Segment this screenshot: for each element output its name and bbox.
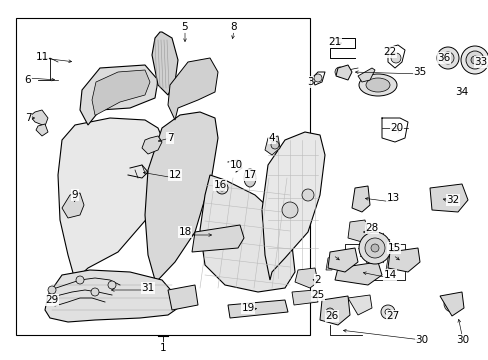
Polygon shape — [334, 262, 381, 285]
Text: 21: 21 — [328, 37, 341, 47]
Polygon shape — [45, 270, 178, 322]
Text: 30: 30 — [455, 335, 468, 345]
Circle shape — [108, 281, 116, 289]
Text: 33: 33 — [473, 57, 487, 67]
Circle shape — [326, 300, 342, 316]
Polygon shape — [192, 225, 244, 252]
Circle shape — [470, 56, 478, 64]
Circle shape — [358, 232, 390, 264]
Text: 10: 10 — [229, 160, 242, 170]
Circle shape — [441, 52, 453, 64]
Text: 28: 28 — [365, 223, 378, 233]
Polygon shape — [168, 285, 198, 310]
Circle shape — [216, 182, 227, 194]
Polygon shape — [152, 32, 178, 95]
Polygon shape — [145, 112, 218, 280]
Text: 26: 26 — [325, 311, 338, 321]
Polygon shape — [92, 70, 150, 115]
Text: 29: 29 — [45, 295, 59, 305]
Circle shape — [270, 141, 279, 149]
Circle shape — [325, 308, 333, 316]
Circle shape — [370, 244, 378, 252]
Polygon shape — [62, 193, 84, 218]
Text: 12: 12 — [168, 170, 181, 180]
Polygon shape — [80, 65, 158, 125]
Polygon shape — [385, 256, 393, 270]
Text: 19: 19 — [241, 303, 254, 313]
Ellipse shape — [365, 78, 389, 92]
Text: 5: 5 — [182, 22, 188, 32]
Polygon shape — [439, 292, 463, 316]
Circle shape — [397, 253, 411, 267]
Polygon shape — [351, 186, 369, 212]
Polygon shape — [429, 184, 467, 212]
Circle shape — [48, 286, 56, 294]
Text: 27: 27 — [386, 311, 399, 321]
Polygon shape — [327, 248, 357, 272]
Polygon shape — [168, 58, 218, 120]
Text: 9: 9 — [72, 190, 78, 200]
Polygon shape — [319, 296, 349, 325]
Polygon shape — [325, 256, 333, 270]
Polygon shape — [357, 68, 374, 82]
Circle shape — [436, 47, 458, 69]
Polygon shape — [142, 136, 162, 154]
Text: 17: 17 — [243, 170, 256, 180]
Polygon shape — [347, 295, 371, 315]
Text: 25: 25 — [311, 290, 324, 300]
Text: 13: 13 — [386, 193, 399, 203]
Text: 18: 18 — [178, 227, 191, 237]
Circle shape — [302, 189, 313, 201]
Polygon shape — [294, 268, 317, 288]
Text: 36: 36 — [436, 53, 450, 63]
Text: 2: 2 — [314, 275, 321, 285]
Polygon shape — [200, 175, 294, 292]
Circle shape — [337, 253, 351, 267]
Text: 34: 34 — [454, 87, 468, 97]
Text: 1: 1 — [160, 343, 166, 353]
Circle shape — [282, 202, 297, 218]
Text: 16: 16 — [213, 180, 226, 190]
Circle shape — [364, 238, 384, 258]
Circle shape — [465, 51, 483, 69]
Text: 22: 22 — [383, 47, 396, 57]
Text: 6: 6 — [24, 75, 31, 85]
Polygon shape — [36, 124, 48, 136]
Circle shape — [321, 304, 337, 320]
Polygon shape — [264, 136, 280, 155]
Circle shape — [390, 53, 400, 63]
Polygon shape — [30, 110, 48, 126]
Circle shape — [443, 296, 459, 312]
Circle shape — [334, 67, 345, 77]
Circle shape — [76, 276, 84, 284]
Polygon shape — [387, 248, 419, 272]
Bar — [16, 18, 309, 335]
Text: 14: 14 — [383, 270, 396, 280]
Text: 35: 35 — [412, 67, 426, 77]
Text: 20: 20 — [389, 123, 403, 133]
Polygon shape — [335, 65, 351, 80]
Polygon shape — [227, 300, 287, 318]
Text: 4: 4 — [268, 133, 275, 143]
Ellipse shape — [244, 169, 256, 187]
Text: 7: 7 — [24, 113, 31, 123]
Text: 30: 30 — [415, 335, 427, 345]
Polygon shape — [347, 220, 367, 242]
Circle shape — [91, 288, 99, 296]
Circle shape — [313, 74, 321, 82]
Polygon shape — [291, 290, 317, 305]
Text: 8: 8 — [230, 22, 237, 32]
Text: 3: 3 — [306, 77, 313, 87]
Circle shape — [460, 46, 488, 74]
Text: 7: 7 — [166, 133, 173, 143]
Text: 31: 31 — [141, 283, 154, 293]
Text: 11: 11 — [35, 52, 48, 62]
Circle shape — [380, 305, 394, 319]
Polygon shape — [58, 118, 164, 280]
Text: 15: 15 — [386, 243, 400, 253]
Polygon shape — [262, 132, 325, 280]
Circle shape — [219, 185, 224, 191]
Text: 32: 32 — [446, 195, 459, 205]
Ellipse shape — [358, 74, 396, 96]
